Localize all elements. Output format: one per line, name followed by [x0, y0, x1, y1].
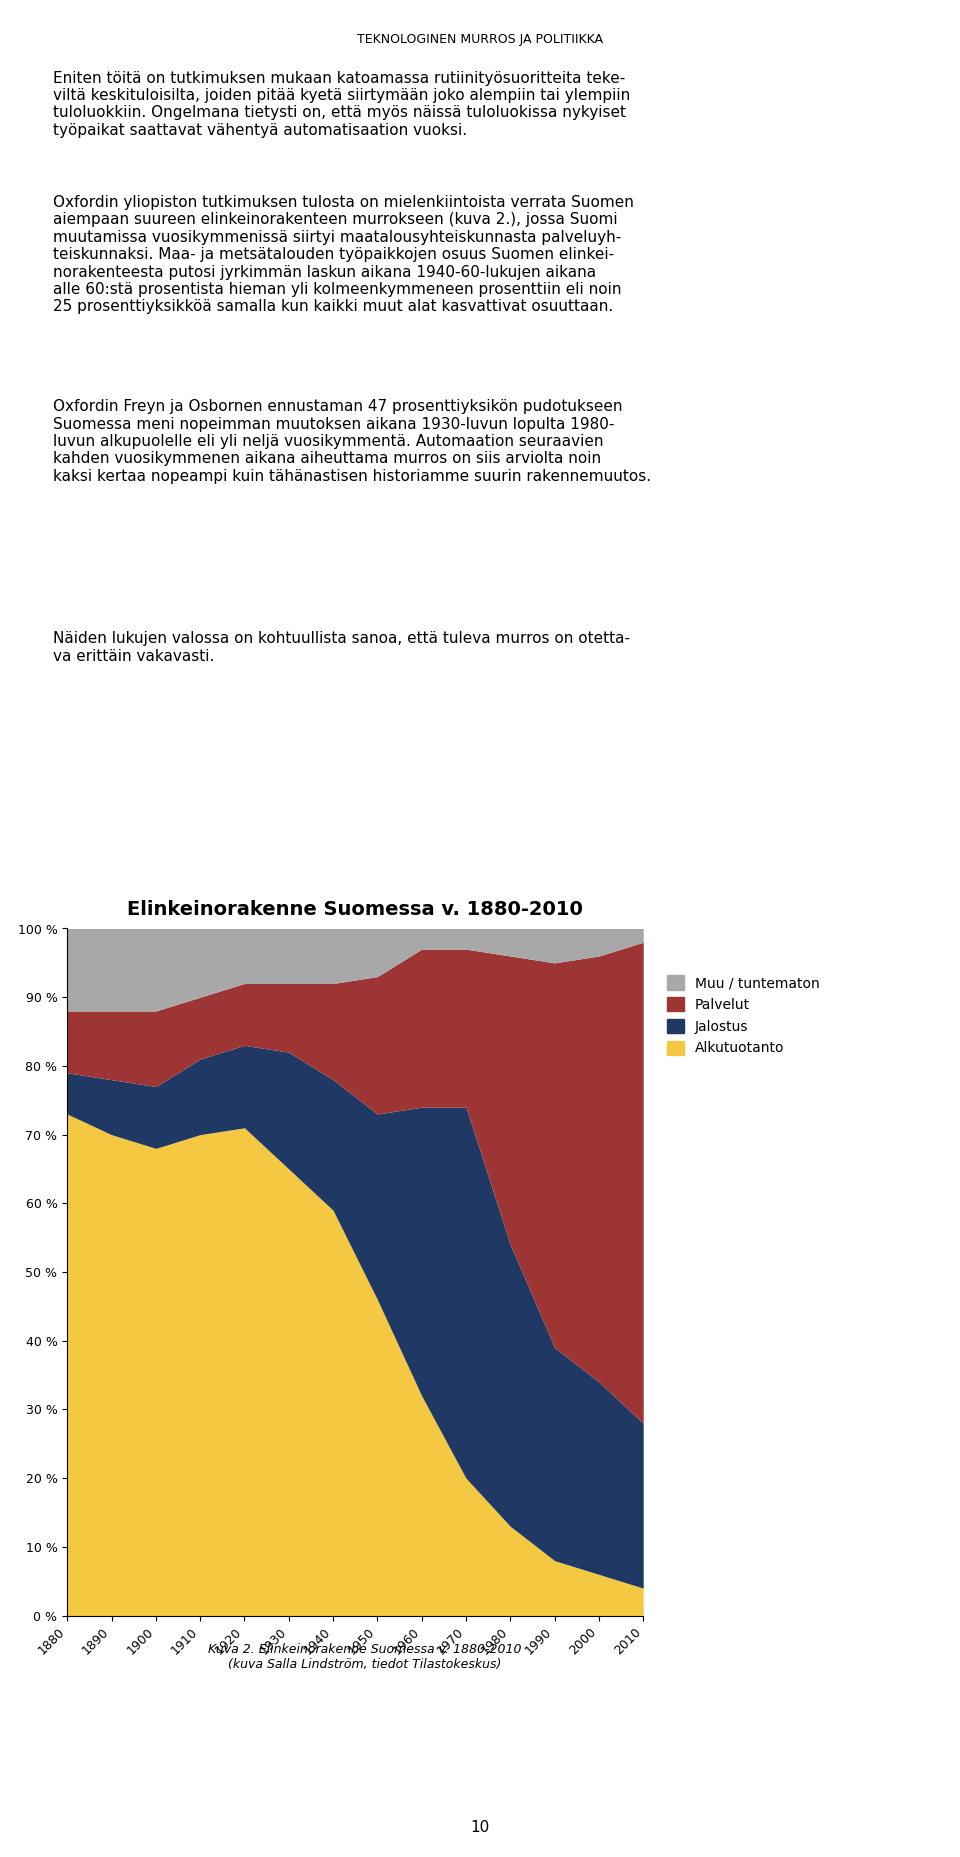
Text: Kuva 2. Elinkeinorakenne Suomessa v. 1880-2010
(kuva Salla Lindström, tiedot Til: Kuva 2. Elinkeinorakenne Suomessa v. 188…: [208, 1643, 521, 1671]
Text: 10: 10: [470, 1820, 490, 1835]
Text: Oxfordin Freyn ja Osbornen ennustaman 47 prosenttiyksikön pudotukseen
Suomessa m: Oxfordin Freyn ja Osbornen ennustaman 47…: [53, 399, 651, 485]
Legend: Muu / tuntematon, Palvelut, Jalostus, Alkutuotanto: Muu / tuntematon, Palvelut, Jalostus, Al…: [661, 969, 826, 1060]
Text: Eniten töitä on tutkimuksen mukaan katoamassa rutiinityösuoritteita teke-
viltä : Eniten töitä on tutkimuksen mukaan katoa…: [53, 71, 630, 137]
Text: Näiden lukujen valossa on kohtuullista sanoa, että tuleva murros on otetta-
va e: Näiden lukujen valossa on kohtuullista s…: [53, 631, 630, 663]
Title: Elinkeinorakenne Suomessa v. 1880-2010: Elinkeinorakenne Suomessa v. 1880-2010: [128, 899, 583, 919]
Text: TEKNOLOGINEN MURROS JA POLITIIKKA: TEKNOLOGINEN MURROS JA POLITIIKKA: [357, 33, 603, 46]
Text: Oxfordin yliopiston tutkimuksen tulosta on mielenkiintoista verrata Suomen
aiemp: Oxfordin yliopiston tutkimuksen tulosta …: [53, 195, 634, 314]
